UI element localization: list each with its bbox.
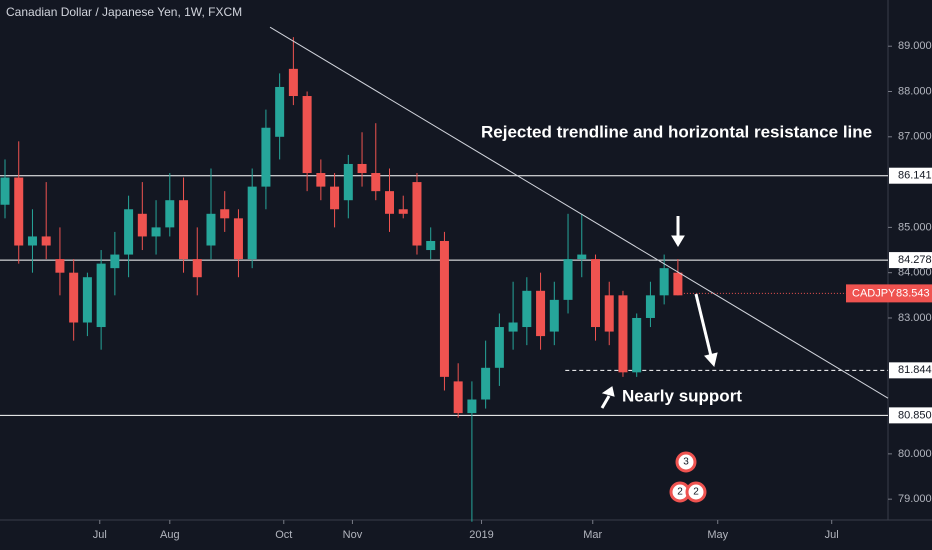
candle-body [426,240,436,251]
candle-body [398,209,408,214]
event-label: 2 [677,487,683,498]
candle-body [151,227,161,237]
candle-body [261,127,271,187]
candle-body [206,213,216,246]
candle-body [137,213,147,237]
y-tick-label: 83.000 [898,312,932,324]
last-price-label: 83.543 [896,287,930,299]
level-tag [889,167,932,184]
candle-body [563,259,573,300]
plot [0,26,889,522]
candle-body [343,163,353,201]
candle-body [481,367,491,400]
candle-body [590,259,600,328]
candle-body [330,186,340,210]
candle-body [536,290,546,337]
candle-body [645,295,655,318]
candle-body [302,96,312,174]
level-label: 80.850 [898,409,932,421]
x-tick-label: Mar [583,529,602,541]
candle-body [316,173,326,187]
candle-body [192,259,202,278]
annotation: Nearly support [622,386,742,405]
level-label: 84.278 [898,254,932,266]
arrows [600,216,718,409]
candle-body [0,177,10,205]
level-tag [889,407,932,424]
candle-body [27,236,37,246]
arrow [600,395,611,409]
candle-body [14,177,24,246]
candle-body [247,186,257,260]
candle-body [673,272,683,296]
candle-body [632,317,642,373]
candle-body [220,209,230,219]
level-tag [889,252,932,269]
y-tick-label: 89.000 [898,40,932,52]
candle-body [275,86,285,137]
level-label: 81.844 [898,364,932,376]
y-tick-label: 88.000 [898,85,932,97]
x-tick-label: Jul [825,529,839,541]
candle-body [385,191,395,214]
candle-body [494,327,504,368]
x-tick-label: 2019 [469,529,493,541]
x-tick-label: Oct [275,529,292,541]
candle-body [467,399,477,414]
arrow-head [671,235,685,247]
level-label: 86.141 [898,170,932,182]
candle-body [357,163,367,174]
event-label: 3 [683,457,689,468]
event-marker [675,451,697,473]
candle-body [577,254,587,260]
candle-body [522,290,532,328]
candle-body [659,268,669,296]
x-tick-label: Aug [160,529,180,541]
x-tick-label: Jul [93,529,107,541]
event-label: 2 [693,487,699,498]
arrow-head [601,386,615,397]
trendline [269,26,889,399]
candle-body [41,236,51,246]
candle-body [604,295,614,332]
candle-body [96,263,106,328]
level-tag [889,362,932,379]
candle-body [82,277,92,323]
candle-body [412,182,422,246]
candle-body [439,240,449,377]
candle-body [110,254,120,269]
candle-body [165,200,175,228]
candle-body [618,295,628,373]
candle-body [124,209,134,255]
candle-body [233,218,243,260]
candle-body [453,381,463,414]
y-tick-label: 79.000 [898,493,932,505]
arrow-head [704,352,718,368]
candle-body [288,68,298,97]
y-tick-label: 84.000 [898,267,932,279]
x-tick-label: Nov [343,529,363,541]
last-price-tag [846,284,932,303]
y-tick-label: 85.000 [898,221,932,233]
event-marker [685,481,707,503]
candle-body [179,200,189,260]
y-tick-label: 80.000 [898,448,932,460]
candle-body [69,272,79,323]
chart-title: Canadian Dollar / Japanese Yen, 1W, FXCM [6,5,242,19]
x-tick-label: May [707,529,728,541]
candle-body [55,259,65,273]
annotation: Rejected trendline and horizontal resist… [481,122,872,141]
arrow [694,293,713,357]
candle-body [508,322,518,332]
candle-body [371,173,381,192]
y-tick-label: 87.000 [898,131,932,143]
last-price-name: CADJPY [852,287,896,299]
candle-body [549,299,559,332]
